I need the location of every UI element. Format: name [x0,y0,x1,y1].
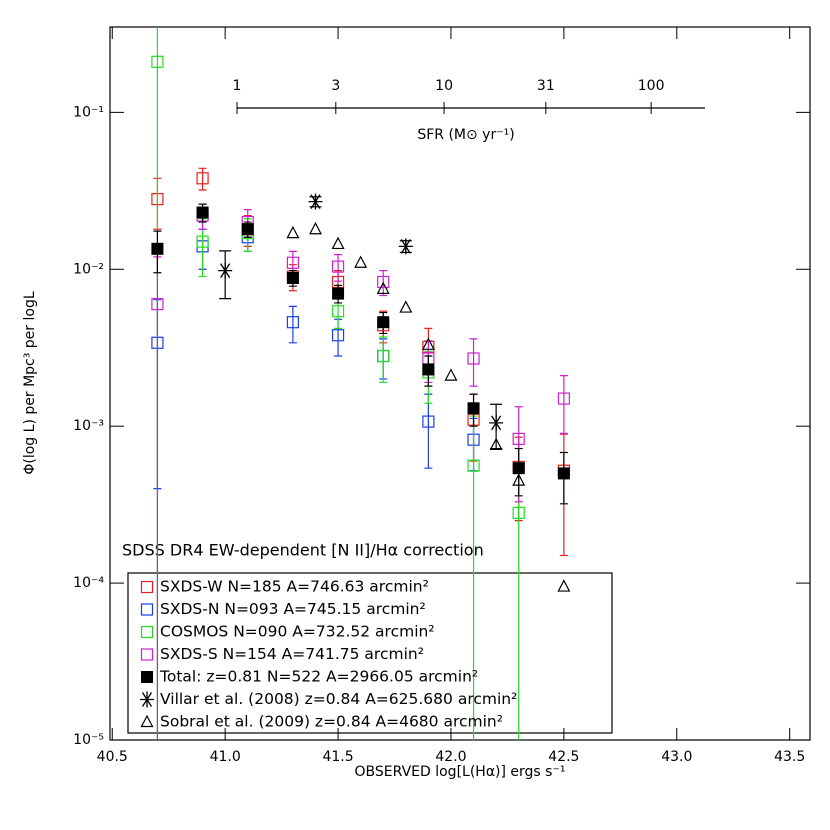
point [286,256,300,269]
point [196,172,209,185]
sfr-tick-label: 1 [233,78,242,94]
point [308,193,323,210]
point [308,221,322,235]
point [489,437,503,450]
legend-label: COSMOS N=090 A=732.52 arcmin² [160,623,435,641]
error-bar [379,336,388,384]
legend-marker [140,580,154,594]
point [398,238,413,255]
point [151,297,164,311]
point [241,223,254,236]
point [512,506,525,520]
error-bar [334,254,343,282]
sfr-tick-label: 100 [638,78,665,94]
plot-area [151,27,571,740]
point [331,329,345,342]
legend-marker [140,714,154,728]
legend-marker [140,603,154,616]
legend-label: SXDS-W N=185 A=746.63 arcmin² [160,578,429,596]
point [467,459,480,472]
point [331,305,345,318]
x-tick-label: 40.5 [97,749,128,765]
point [512,432,525,445]
point [286,225,300,239]
y-tick-label: 10⁻² [73,261,104,277]
point [376,281,390,294]
error-bar [424,393,433,469]
plot-frame [109,26,811,741]
point [467,352,480,365]
point [332,287,345,300]
legend-label: SXDS-N N=093 A=745.15 arcmin² [160,600,426,618]
x-axis-label: OBSERVED log[L(Hα)] ergs s⁻¹ [355,764,566,780]
point [422,363,435,376]
sfr-tick-label: 3 [331,78,340,94]
x-tick-label: 43.0 [661,749,692,765]
point [331,236,345,250]
point [151,55,164,68]
legend-label: Villar et al. (2008) z=0.84 A=625.680 ar… [160,690,517,708]
point [354,255,368,268]
legend-marker [141,671,153,683]
point [331,260,345,273]
point [467,402,480,415]
point [399,300,413,313]
point [557,392,570,405]
x-tick-label: 43.5 [774,749,805,765]
annotation: SDSS DR4 EW-dependent [N II]/Hα correcti… [122,541,484,560]
point [377,275,390,289]
legend-marker [140,691,154,708]
point [196,235,209,248]
y-tick-label: 10⁻⁴ [73,575,104,591]
point [377,316,390,329]
point [218,262,233,279]
point [512,462,525,475]
y-axis-label: Φ(log L) per Mpc³ per logL [22,291,38,474]
sfr-tick-label: 31 [537,78,555,94]
y-tick-label: 10⁻¹ [73,104,104,120]
x-tick-label: 42.5 [548,749,579,765]
legend-marker [140,648,154,661]
point [512,473,526,486]
point [421,337,435,350]
sfr-axis-label: SFR (M⊙ yr⁻¹) [417,127,514,143]
point [286,271,299,284]
point [422,415,435,428]
x-tick-label: 41.0 [210,749,241,765]
legend-label: Total: z=0.81 N=522 A=2966.05 arcmin² [159,668,478,686]
point [444,368,458,381]
error-bar [469,338,478,387]
legend-label: Sobral et al. (2009) z=0.84 A=4680 arcmi… [160,713,503,731]
point [286,316,300,329]
y-tick-label: 10⁻³ [73,418,104,434]
legend-label: SXDS-S N=154 A=741.75 arcmin² [160,645,424,663]
legend-marker [140,625,154,639]
point [151,242,164,255]
x-tick-label: 41.5 [322,749,353,765]
point [489,414,504,431]
point [557,467,570,480]
error-bar [198,167,207,191]
legend-box [127,572,613,734]
y-tick-label: 10⁻⁵ [73,732,104,748]
error-bar [288,305,297,344]
point [557,579,571,592]
point [377,349,390,363]
sfr-tick-label: 10 [435,78,453,94]
point [196,206,209,219]
x-tick-label: 42.0 [435,749,466,765]
